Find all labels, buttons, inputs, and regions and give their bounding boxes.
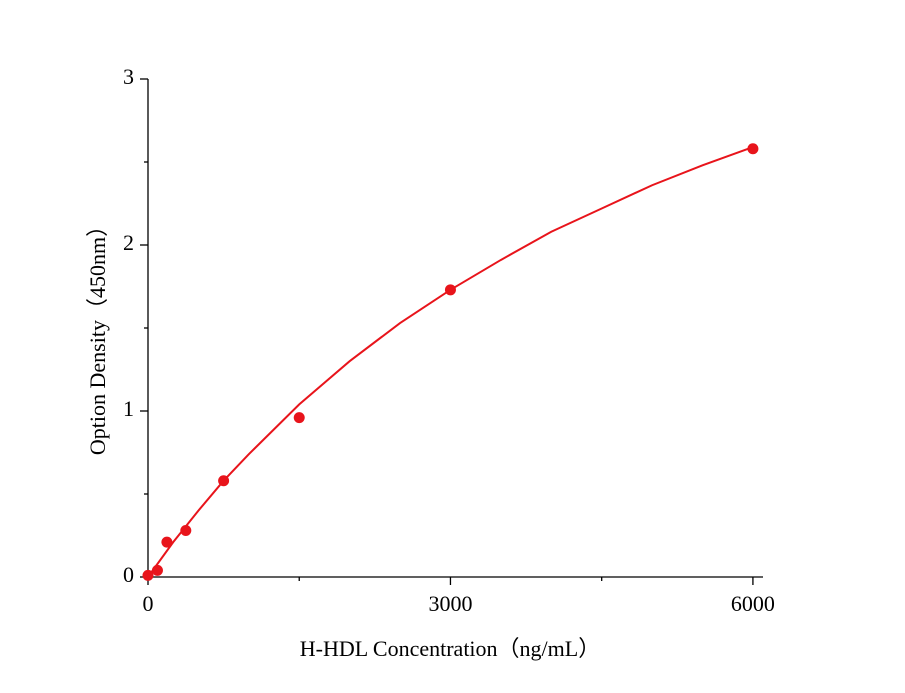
fit-curve (147, 146, 754, 578)
x-axis-label: H-HDL Concentration（ng/mL） (300, 636, 600, 661)
x-tick-label: 6000 (731, 591, 775, 616)
data-point (747, 143, 759, 155)
data-point (142, 569, 154, 581)
data-point (444, 284, 456, 296)
y-tick-label: 0 (123, 562, 134, 587)
x-tick-label: 3000 (428, 591, 472, 616)
data-point (151, 564, 163, 576)
x-tick-label: 0 (143, 591, 154, 616)
data-point (180, 525, 192, 537)
data-point (161, 536, 173, 548)
y-tick-label: 1 (123, 396, 134, 421)
y-tick-label: 2 (123, 230, 134, 255)
data-point (218, 475, 230, 487)
y-axis-label: Option Density（450nm） (85, 215, 110, 455)
y-tick-label: 3 (123, 64, 134, 89)
data-point (293, 412, 305, 424)
